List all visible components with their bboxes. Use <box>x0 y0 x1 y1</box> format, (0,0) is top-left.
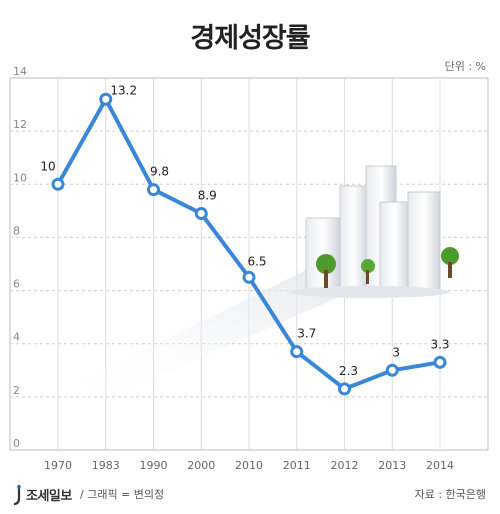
data-label: 2.3 <box>339 364 358 378</box>
data-label: 13.2 <box>110 83 137 97</box>
y-tick-label: 0 <box>13 437 20 450</box>
x-tick-label: 2013 <box>378 459 406 472</box>
y-tick-label: 2 <box>13 384 20 397</box>
data-point <box>147 183 160 197</box>
data-point <box>194 207 208 221</box>
x-tick-label: 1970 <box>44 459 72 472</box>
data-point <box>338 382 351 396</box>
y-tick-label: 4 <box>13 331 20 344</box>
data-point <box>433 355 447 369</box>
city-illustration <box>60 165 459 410</box>
logo-icon <box>13 485 21 506</box>
y-tick-label: 12 <box>13 118 27 131</box>
x-tick-label: 2012 <box>331 459 359 472</box>
y-axis: 0 2 4 6 8 10 12 14 <box>13 65 27 450</box>
y-tick-label: 6 <box>13 278 20 291</box>
data-labels: 10 13.2 9.8 8.9 6.5 3.7 2.3 3 3.3 <box>40 83 449 378</box>
data-point <box>290 345 304 359</box>
data-label: 3 <box>392 345 400 359</box>
chart: 10 13.2 9.8 8.9 6.5 3.7 2.3 3 3.3 0 2 4 6 8 10 12 14 19… <box>9 65 489 472</box>
y-tick-label: 14 <box>13 65 27 78</box>
data-label: 10 <box>40 159 55 173</box>
x-axis: 1970 1983 1990 2000 2010 2011 2012 2013 2014 <box>44 459 454 472</box>
data-point <box>242 270 256 284</box>
data-label: 3.3 <box>430 337 449 351</box>
y-tick-label: 10 <box>13 171 27 184</box>
x-tick-label: 2011 <box>283 459 311 472</box>
publisher-logo-text: 조세일보 <box>26 489 72 504</box>
x-tick-label: 1990 <box>140 459 168 472</box>
chart-title: 경제성장률 <box>190 23 310 54</box>
x-tick-label: 2014 <box>426 459 454 472</box>
x-tick-label: 2000 <box>187 459 215 472</box>
data-label: 8.9 <box>198 189 217 203</box>
footer <box>0 478 500 514</box>
x-tick-label: 2010 <box>235 459 263 472</box>
data-label: 9.8 <box>150 165 169 179</box>
x-tick-label: 1983 <box>92 459 120 472</box>
data-points <box>51 92 447 396</box>
data-label: 6.5 <box>247 254 266 268</box>
unit-label: 단위 : % <box>444 60 486 73</box>
source-credit: 자료 : 한국은행 <box>414 488 486 501</box>
graphic-credit: / 그래픽 = 변의정 <box>80 488 165 501</box>
data-label: 3.7 <box>297 327 316 341</box>
y-tick-label: 8 <box>13 224 20 237</box>
data-point <box>99 92 113 106</box>
data-point <box>51 177 65 191</box>
data-point <box>385 363 399 377</box>
